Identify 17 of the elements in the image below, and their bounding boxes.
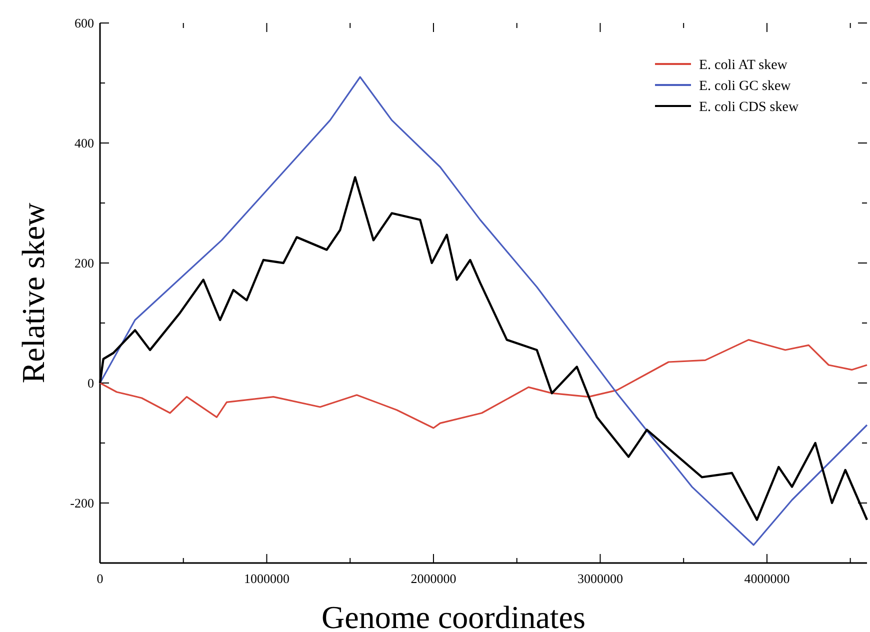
line-series: [99, 76, 868, 546]
x-tick-label: 3000000: [577, 571, 623, 586]
y-axis-title: Relative skew: [15, 202, 51, 384]
x-axis-title: Genome coordinates: [322, 599, 586, 632]
line-series: [99, 339, 868, 429]
x-tick-label: 4000000: [744, 571, 790, 586]
y-tick-label: 200: [74, 256, 94, 270]
legend-label: E. coli AT skew: [699, 58, 788, 73]
x-tick-label: 2000000: [410, 571, 456, 586]
y-tick-label: -200: [70, 496, 94, 510]
y-tick-label: 0: [88, 376, 94, 390]
y-tick-label: 600: [74, 16, 94, 30]
legend-label: E. coli GC skew: [699, 79, 792, 94]
x-tick-label: 1000000: [244, 571, 290, 586]
legend-label: E. coli CDS skew: [699, 100, 800, 115]
x-tick-label: 0: [96, 571, 104, 586]
y-tick-label: 400: [74, 136, 94, 150]
